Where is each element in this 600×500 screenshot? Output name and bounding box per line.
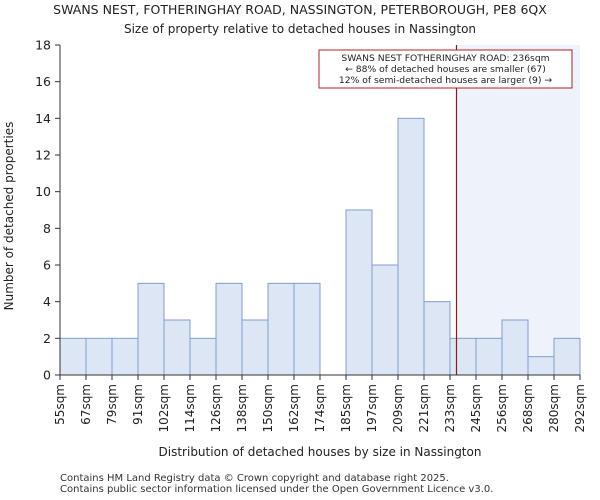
annotation-smaller-text: ← 88% of detached houses are smaller (67… [345, 64, 546, 75]
bar-233sqm [449, 337, 477, 376]
x-tick-label: 185sqm [339, 384, 353, 432]
bar-126sqm [215, 282, 243, 376]
bar-197sqm [371, 264, 399, 376]
bar-150sqm [267, 282, 295, 376]
y-tick-label: 6 [43, 258, 51, 273]
y-tick-label: 2 [43, 331, 51, 346]
bar-185sqm [345, 209, 373, 376]
bar-209sqm [397, 117, 425, 376]
x-tick-label: 174sqm [313, 384, 327, 432]
y-tick-label: 12 [35, 148, 51, 163]
x-tick-label: 126sqm [209, 384, 223, 432]
x-tick-label: 280sqm [547, 384, 561, 432]
annotation-box: SWANS NEST FOTHERINGHAY ROAD: 236sqm ← 8… [318, 49, 573, 89]
annotation-larger-text: 12% of semi-detached houses are larger (… [339, 75, 552, 86]
bar-280sqm [553, 337, 581, 376]
y-tick-label: 0 [43, 368, 51, 383]
x-tick-label: 268sqm [521, 384, 535, 432]
chart-subtitle: Size of property relative to detached ho… [124, 22, 476, 36]
bar-268sqm [527, 356, 555, 376]
x-tick-label: 91sqm [131, 384, 145, 425]
bar-55sqm [59, 337, 87, 376]
x-tick-label: 114sqm [183, 384, 197, 432]
y-tick-label: 18 [35, 38, 51, 53]
y-tick-label: 16 [35, 74, 51, 89]
bar-91sqm [137, 282, 165, 376]
y-tick-label: 8 [43, 221, 51, 236]
x-tick-label: 221sqm [417, 384, 431, 432]
x-tick-label: 197sqm [365, 384, 379, 432]
x-tick-label: 162sqm [287, 384, 301, 432]
x-tick-label: 233sqm [443, 384, 457, 432]
annotation-title: SWANS NEST FOTHERINGHAY ROAD: 236sqm [341, 53, 549, 64]
x-tick-label: 150sqm [261, 384, 275, 432]
y-tick-label: 10 [35, 184, 51, 199]
x-tick-label: 209sqm [391, 384, 405, 432]
bar-162sqm [293, 282, 321, 376]
bar-114sqm [189, 337, 217, 376]
chart-title: SWANS NEST, FOTHERINGHAY ROAD, NASSINGTO… [53, 2, 547, 17]
annotation-border [318, 49, 573, 89]
y-axis-label: Number of detached properties [2, 122, 16, 311]
bar-245sqm [475, 337, 503, 376]
bar-256sqm [501, 319, 529, 376]
x-tick-label: 256sqm [495, 384, 509, 432]
x-tick-label: 138sqm [235, 384, 249, 432]
footer-licence: Contains public sector information licen… [60, 484, 494, 495]
x-tick-label: 245sqm [469, 384, 483, 432]
x-tick-label: 292sqm [573, 384, 587, 432]
bar-67sqm [85, 337, 113, 376]
bar-138sqm [241, 319, 269, 376]
x-axis-label: Distribution of detached houses by size … [159, 445, 482, 459]
bar-221sqm [423, 301, 451, 376]
y-tick-label: 4 [43, 294, 51, 309]
bar-79sqm [111, 337, 139, 376]
bar-102sqm [163, 319, 191, 376]
y-tick-label: 14 [35, 111, 51, 126]
x-tick-label: 102sqm [157, 384, 171, 432]
x-tick-label: 55sqm [53, 384, 67, 425]
x-tick-label: 67sqm [79, 384, 93, 425]
x-tick-label: 79sqm [105, 384, 119, 425]
footer-copyright: Contains HM Land Registry data © Crown c… [60, 473, 449, 484]
